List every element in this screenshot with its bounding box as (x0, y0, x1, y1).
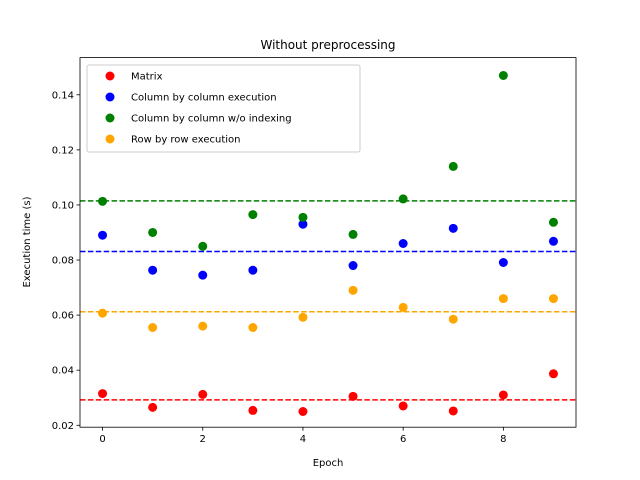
data-point (448, 161, 458, 171)
y-tick-label: 0.06 (52, 311, 74, 322)
data-point (298, 312, 308, 322)
data-point (148, 227, 158, 237)
data-point (498, 258, 508, 268)
data-point (348, 261, 358, 271)
y-axis-ticks: 0.02 0.04 0.06 0.08 0.10 0.12 0.14 (52, 90, 80, 432)
data-point (398, 239, 408, 249)
data-point (248, 405, 258, 415)
data-point (348, 229, 358, 239)
data-point (348, 391, 358, 401)
data-point (198, 270, 208, 280)
data-point (148, 323, 158, 333)
data-point (198, 389, 208, 399)
data-point (248, 323, 258, 333)
data-point (448, 314, 458, 324)
data-points (98, 71, 558, 417)
data-point (448, 406, 458, 416)
data-point (548, 236, 558, 246)
data-point (548, 369, 558, 379)
legend-marker (105, 113, 115, 123)
data-point (148, 265, 158, 275)
y-tick-label: 0.14 (52, 90, 74, 101)
x-tick-label: 8 (500, 434, 506, 445)
x-tick-label: 2 (200, 434, 206, 445)
data-point (248, 265, 258, 275)
y-axis-label: Execution time (s) (22, 196, 33, 287)
data-point (498, 294, 508, 304)
data-point (248, 210, 258, 220)
legend-label: Matrix (131, 72, 163, 83)
x-axis-label: Epoch (313, 458, 344, 469)
x-axis-ticks: 0 2 4 6 8 (99, 427, 507, 445)
x-tick-label: 0 (99, 434, 105, 445)
data-point (98, 389, 108, 399)
data-point (548, 294, 558, 304)
legend-marker (105, 71, 115, 81)
legend-label: Column by column execution (131, 93, 277, 104)
legend-box (86, 64, 361, 153)
data-point (348, 285, 358, 295)
chart-title: Without preprocessing (260, 38, 395, 52)
data-point (448, 223, 458, 233)
data-point (298, 212, 308, 222)
legend-label: Row by row execution (131, 135, 241, 146)
y-tick-label: 0.04 (52, 366, 74, 377)
data-point (298, 219, 308, 229)
data-point (98, 196, 108, 206)
data-point (498, 390, 508, 400)
data-point (98, 308, 108, 318)
mean-lines (80, 200, 576, 401)
legend-marker (105, 134, 115, 144)
data-point (498, 71, 508, 81)
data-point (148, 402, 158, 412)
data-point (298, 407, 308, 417)
data-point (98, 230, 108, 240)
y-tick-label: 0.12 (52, 145, 74, 156)
data-point (548, 217, 558, 227)
data-point (198, 241, 208, 251)
data-point (198, 321, 208, 331)
legend-label: Column by column w/o indexing (131, 114, 292, 125)
y-tick-label: 0.02 (52, 421, 74, 432)
legend: Matrix Column by column execution Column b… (86, 64, 361, 153)
y-tick-label: 0.08 (52, 256, 74, 267)
legend-marker (105, 92, 115, 102)
plot-frame (79, 57, 577, 428)
data-point (398, 194, 408, 204)
y-tick-label: 0.10 (52, 200, 74, 211)
x-tick-label: 4 (300, 434, 306, 445)
data-point (398, 302, 408, 312)
x-tick-label: 6 (400, 434, 406, 445)
data-point (398, 401, 408, 411)
